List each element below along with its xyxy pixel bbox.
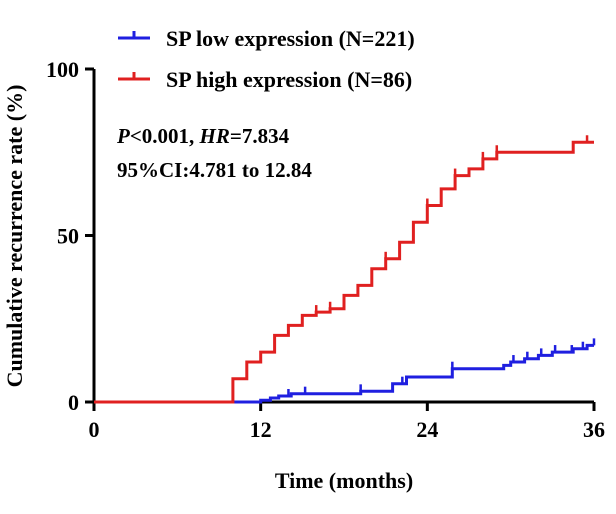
stats-annotation-line2: 95%CI:4.781 to 12.84 xyxy=(117,158,312,182)
legend-entry-low: SP low expression (N=221) xyxy=(118,26,415,51)
x-tick-label: 36 xyxy=(583,417,605,442)
p-value: <0.001, xyxy=(130,124,200,148)
x-tick-label: 24 xyxy=(416,417,438,442)
curve-low xyxy=(94,343,594,404)
y-tick-label: 0 xyxy=(68,390,79,415)
hr-label: HR xyxy=(199,124,230,148)
x-axis-title: Time (months) xyxy=(275,468,413,493)
x-tick-label: 12 xyxy=(250,417,272,442)
legend-label-high: SP high expression (N=86) xyxy=(166,67,412,92)
legend-entry-high: SP high expression (N=86) xyxy=(118,67,412,92)
axes: 0 50 100 0 12 24 36 Cumulative recurrence rat… xyxy=(2,57,605,493)
p-label: P xyxy=(116,124,130,148)
y-tick-label: 100 xyxy=(46,57,79,82)
y-ticks: 0 50 100 xyxy=(46,57,94,415)
curves xyxy=(94,135,596,404)
x-tick-label: 0 xyxy=(89,417,100,442)
legend: SP low expression (N=221) SP high expres… xyxy=(118,26,415,92)
hr-value: =7.834 xyxy=(230,124,290,148)
legend-label-low: SP low expression (N=221) xyxy=(166,26,415,51)
y-tick-label: 50 xyxy=(57,224,79,249)
curve-high xyxy=(94,140,594,404)
y-axis-title: Cumulative recurrence rate (%) xyxy=(2,85,27,388)
x-ticks: 0 12 24 36 xyxy=(89,402,605,442)
stats-annotation-line1: P<0.001, HR=7.834 xyxy=(116,124,290,148)
